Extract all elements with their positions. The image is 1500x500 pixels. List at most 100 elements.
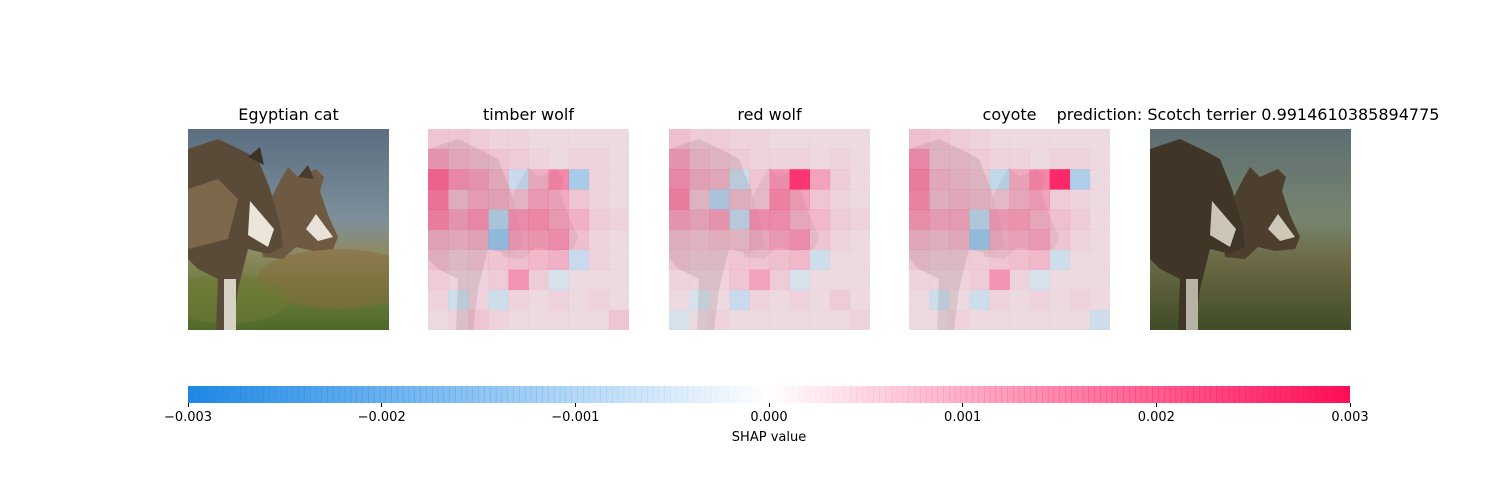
heatmap-cell (809, 169, 831, 190)
heatmap-cell (1089, 129, 1110, 150)
colorbar-step (1344, 386, 1350, 403)
colorbar-step (1053, 386, 1060, 403)
colorbar-step (687, 386, 694, 403)
wolf-photo (188, 129, 389, 330)
heatmap-cell (568, 289, 590, 311)
colorbar-step (908, 386, 915, 403)
colorbar-step (867, 386, 874, 403)
colorbar-step (844, 386, 851, 403)
heatmap-cell (468, 269, 489, 291)
colorbar-step (891, 386, 898, 403)
colorbar-step (722, 386, 729, 403)
colorbar-tick-label: 0.000 (750, 410, 788, 425)
colorbar-step (716, 386, 723, 403)
colorbar-step (228, 386, 235, 403)
colorbar-step (1286, 386, 1293, 403)
colorbar-step (455, 386, 462, 403)
heatmap-cell (428, 249, 449, 270)
heatmap-cell (428, 289, 449, 311)
colorbar-step (623, 386, 630, 403)
heatmap-cell (769, 309, 790, 330)
colorbar-step (798, 386, 805, 403)
colorbar-step (1193, 386, 1200, 403)
colorbar-step (896, 386, 904, 403)
heatmap-cell (428, 309, 449, 330)
heatmap-cell (588, 269, 610, 291)
heatmap-cell (1009, 269, 1030, 291)
colorbar-step (803, 386, 811, 403)
colorbar-step (646, 386, 654, 403)
colorbar-step (379, 386, 386, 403)
colorbar-step (1216, 386, 1223, 403)
heatmap-cell (749, 149, 770, 170)
heatmap-cell (829, 309, 851, 330)
colorbar-step (1239, 386, 1246, 403)
heatmap-cell (829, 269, 851, 291)
colorbar-step (583, 386, 590, 403)
colorbar-step (478, 386, 485, 403)
colorbar-step (943, 386, 950, 403)
colorbar-tick (187, 403, 189, 407)
heatmap-cell (588, 309, 610, 330)
heatmap-cell (1089, 189, 1110, 210)
colorbar-step (251, 386, 259, 403)
colorbar-step (269, 386, 276, 403)
heatmap-cell (1009, 289, 1030, 311)
heatmap-cell (689, 309, 710, 330)
colorbar-step (234, 386, 241, 403)
colorbar-step (443, 386, 450, 403)
colorbar-step (1117, 386, 1124, 403)
colorbar-step (1135, 386, 1142, 403)
heatmap-cell (849, 309, 870, 330)
colorbar-step (310, 386, 317, 403)
colorbar-step (809, 386, 816, 403)
colorbar-step (606, 386, 613, 403)
heatmap-cell (949, 149, 970, 170)
heatmap-cell (448, 209, 469, 230)
colorbar-tick (768, 403, 770, 407)
colorbar-step (432, 386, 439, 403)
heatmap-cell (608, 129, 629, 150)
heatmap-cell (1029, 149, 1050, 170)
colorbar-step (1222, 386, 1229, 403)
heatmap-cell (1009, 189, 1030, 210)
heatmap-cell (769, 129, 790, 150)
heatmap-cell (689, 149, 710, 170)
heatmap-cell (729, 269, 750, 291)
colorbar-step (658, 386, 665, 403)
heatmap-cell (729, 249, 750, 270)
heatmap-cell (508, 209, 529, 230)
colorbar-step (1140, 386, 1148, 403)
colorbar-step (972, 386, 979, 403)
heatmap-cell (769, 209, 790, 230)
heatmap-cell (468, 129, 489, 150)
colorbar-step (775, 386, 781, 403)
colorbar-step (699, 386, 706, 403)
colorbar-step (1047, 386, 1055, 403)
heatmap-cell (588, 229, 610, 250)
heatmap-cell (608, 229, 629, 250)
colorbar-step (1007, 386, 1014, 403)
heatmap-cell (689, 209, 710, 230)
heatmap-cell (789, 149, 810, 170)
heatmap-cell (1069, 309, 1091, 330)
heatmap-cell (989, 229, 1010, 250)
heatmap-cell (929, 149, 950, 170)
colorbar-step (786, 386, 792, 403)
colorbar-step (188, 386, 195, 403)
heatmap-cell (789, 229, 810, 250)
colorbar-step (937, 386, 944, 403)
colorbar-step (461, 386, 468, 403)
colorbar-step (1094, 386, 1101, 403)
heatmap-cell (1089, 289, 1110, 311)
colorbar-step (321, 386, 328, 403)
colorbar-step (315, 386, 323, 403)
colorbar-step (501, 386, 508, 403)
colorbar-step (577, 386, 584, 403)
colorbar-step (1198, 386, 1206, 403)
heatmap-cell (508, 189, 529, 210)
colorbar-tick-label: −0.001 (551, 410, 600, 425)
heatmap-cell (949, 209, 970, 230)
heatmap-cell (829, 129, 851, 150)
heatmap-cell (709, 309, 730, 330)
